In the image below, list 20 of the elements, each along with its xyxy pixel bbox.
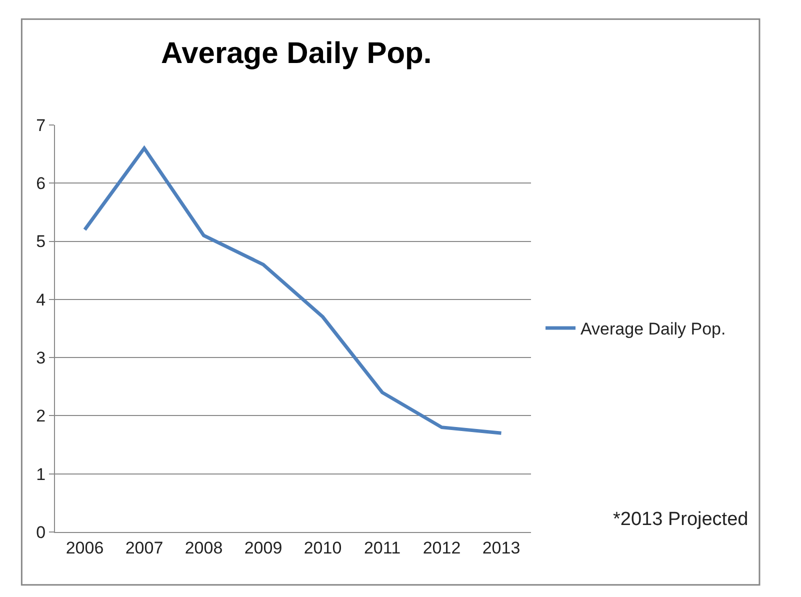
y-tick-label: 5 <box>36 232 46 252</box>
y-tick-label: 7 <box>36 116 46 135</box>
chart-title: Average Daily Pop. <box>161 36 432 70</box>
x-tick-label: 2012 <box>422 538 461 558</box>
x-tick-label: 2008 <box>184 538 223 558</box>
y-tick-label: 4 <box>36 290 46 310</box>
y-tick-label: 3 <box>36 348 46 368</box>
y-tick-label: 0 <box>36 522 46 542</box>
legend-label: Average Daily Pop. <box>580 320 726 339</box>
text: *2013 Projected <box>613 509 748 530</box>
y-tick-label: 1 <box>36 464 46 484</box>
y-tick-label: 2 <box>36 406 46 426</box>
x-tick-label: 2013 <box>482 538 520 558</box>
x-tick-label: 2011 <box>364 538 401 558</box>
line-series <box>83 146 503 435</box>
x-tick-label: 2006 <box>66 538 104 558</box>
x-tick-label: 2009 <box>244 538 282 558</box>
x-tick-label: 2007 <box>125 538 164 558</box>
x-tick-label: 2010 <box>304 538 342 558</box>
y-tick-label: 6 <box>36 174 46 194</box>
